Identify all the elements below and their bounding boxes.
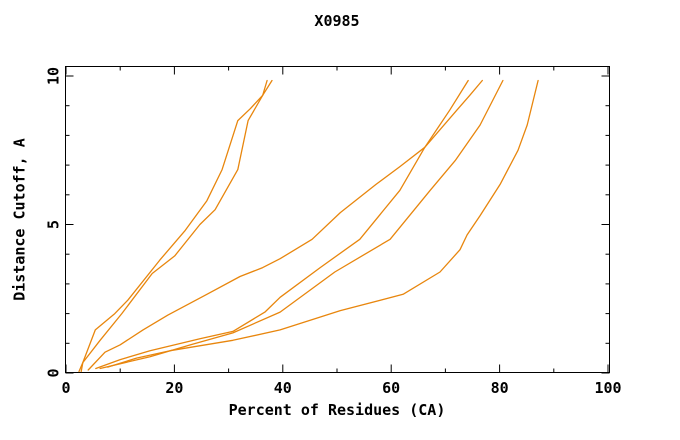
x-tick-label: 100	[594, 379, 621, 397]
y-tick-label: 5	[45, 220, 63, 229]
x-tick-label: 20	[165, 379, 183, 397]
axes-layer: 0 20 40 60 80 100 0 5 10	[45, 66, 622, 397]
curve-4	[95, 79, 469, 370]
y-axis-label: Distance Cutoff, A	[11, 138, 29, 301]
x-tick-label: 0	[61, 379, 70, 397]
chart-title: X0985	[314, 12, 359, 30]
curve-1	[78, 79, 273, 373]
y-tick-label: 0	[45, 368, 63, 377]
curve-6	[107, 79, 539, 368]
y-tick-label: 10	[45, 67, 63, 85]
x-axis-label: Percent of Residues (CA)	[229, 401, 446, 419]
x-tick-label: 40	[274, 379, 292, 397]
curve-5	[99, 79, 504, 370]
x-tick-label: 80	[491, 379, 509, 397]
curve-2	[80, 79, 268, 373]
x-tick-label: 60	[382, 379, 400, 397]
curve-3	[87, 79, 483, 371]
series-layer	[78, 79, 539, 373]
plot-frame	[65, 66, 610, 373]
